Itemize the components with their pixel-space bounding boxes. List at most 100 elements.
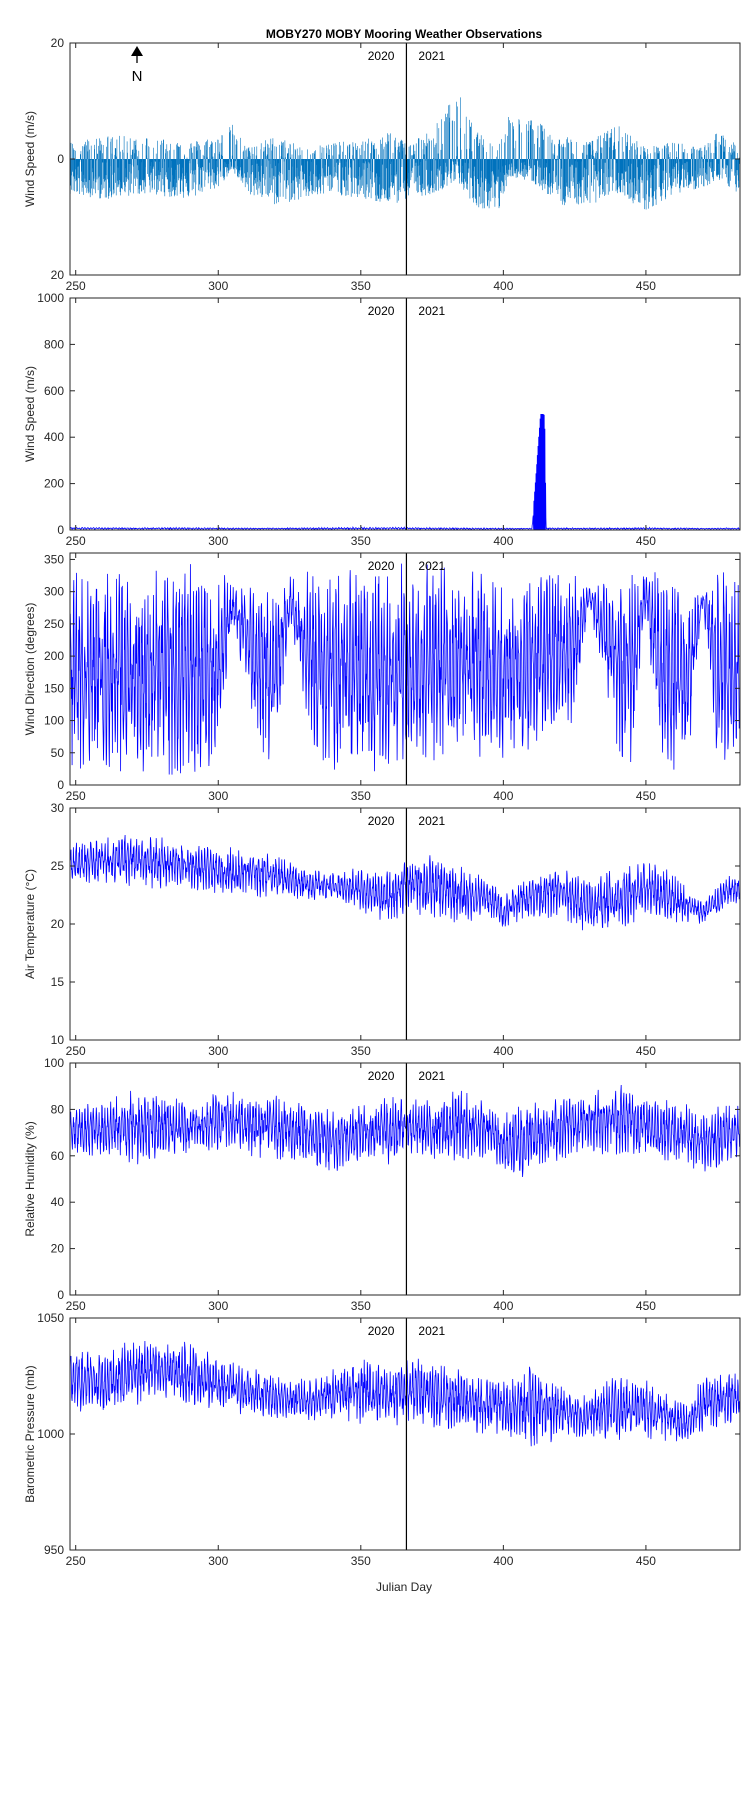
x-tick-label: 300 xyxy=(208,279,228,293)
panel-2: 2020 2021 0 200 400 600 800 1000 250 300 350 400 450… xyxy=(23,291,741,548)
north-arrow-icon xyxy=(131,46,143,56)
y-tick-label: 0 xyxy=(57,152,64,166)
data-series-trace xyxy=(70,563,740,775)
data-series-trace xyxy=(70,97,740,210)
y-tick-label: 30 xyxy=(51,801,65,815)
year-label-2020: 2020 xyxy=(368,49,395,63)
x-tick-label: 300 xyxy=(208,1044,228,1058)
y-tick-label: 20 xyxy=(51,1242,65,1256)
year-label-2021: 2021 xyxy=(418,1069,445,1083)
year-label-2020: 2020 xyxy=(368,304,395,318)
data-series-trace xyxy=(70,1340,740,1447)
x-tick-label: 250 xyxy=(66,279,86,293)
data-series-trace xyxy=(70,413,740,530)
y-tick-label: 1000 xyxy=(37,291,64,305)
x-tick-label: 250 xyxy=(66,789,86,803)
y-tick-label: 0 xyxy=(57,1288,64,1302)
data-series-trace xyxy=(70,1084,740,1178)
y-tick-label: 20 xyxy=(51,36,65,50)
x-tick-label: 300 xyxy=(208,1554,228,1568)
year-label-2020: 2020 xyxy=(368,1069,395,1083)
x-tick-label: 400 xyxy=(493,1299,513,1313)
y-axis-label: Barometric Pressure (mb) xyxy=(23,1365,37,1502)
x-tick-label: 450 xyxy=(636,1554,656,1568)
year-label-2021: 2021 xyxy=(418,1324,445,1338)
y-tick-label: 150 xyxy=(44,681,64,695)
y-tick-label: 20 xyxy=(51,268,65,282)
y-tick-label: 15 xyxy=(51,975,65,989)
y-tick-label: 0 xyxy=(57,523,64,537)
x-tick-label: 350 xyxy=(351,534,371,548)
y-tick-label: 0 xyxy=(57,778,64,792)
x-tick-label: 350 xyxy=(351,789,371,803)
axes-box xyxy=(69,552,741,786)
y-tick-label: 600 xyxy=(44,384,64,398)
year-label-2020: 2020 xyxy=(368,559,395,573)
y-tick-label: 250 xyxy=(44,617,64,631)
x-tick-label: 450 xyxy=(636,279,656,293)
y-tick-label: 10 xyxy=(51,1033,65,1047)
y-tick-label: 25 xyxy=(51,859,65,873)
x-tick-label: 300 xyxy=(208,1299,228,1313)
data-series-trace xyxy=(70,834,740,931)
year-label-2020: 2020 xyxy=(368,814,395,828)
x-tick-label: 350 xyxy=(351,279,371,293)
y-axis-label: Air Temperature (°C) xyxy=(23,869,37,979)
x-tick-label: 300 xyxy=(208,534,228,548)
y-tick-label: 20 xyxy=(51,917,65,931)
y-axis-label: Wind Speed (m/s) xyxy=(23,366,37,462)
axes-box xyxy=(69,297,741,531)
y-tick-label: 100 xyxy=(44,714,64,728)
x-tick-label: 350 xyxy=(351,1554,371,1568)
x-tick-label: 450 xyxy=(636,1044,656,1058)
north-label: N xyxy=(132,68,143,85)
y-tick-label: 800 xyxy=(44,337,64,351)
y-tick-label: 950 xyxy=(44,1543,64,1557)
year-label-2021: 2021 xyxy=(418,304,445,318)
x-tick-label: 400 xyxy=(493,1044,513,1058)
y-tick-label: 100 xyxy=(44,1056,64,1070)
panel-3: 2020 2021 0 50 100 150 200 250 300 350 250 300 350 40… xyxy=(23,552,741,803)
panel-6: 2020 2021 950 1000 1050 250 300 350 400 450 Barome… xyxy=(23,1311,741,1568)
y-tick-label: 1050 xyxy=(37,1311,64,1325)
y-tick-label: 40 xyxy=(51,1195,65,1209)
y-axis-label: Wind Direction (degrees) xyxy=(23,603,37,736)
y-tick-label: 60 xyxy=(51,1149,65,1163)
y-tick-label: 200 xyxy=(44,477,64,491)
y-tick-label: 300 xyxy=(44,585,64,599)
axes-box xyxy=(69,1062,741,1296)
y-tick-label: 50 xyxy=(51,746,65,760)
year-label-2021: 2021 xyxy=(418,814,445,828)
x-tick-label: 400 xyxy=(493,279,513,293)
y-tick-label: 1000 xyxy=(37,1427,64,1441)
y-tick-label: 400 xyxy=(44,430,64,444)
x-axis-label: Julian Day xyxy=(376,1580,432,1594)
year-label-2021: 2021 xyxy=(418,49,445,63)
x-tick-label: 250 xyxy=(66,1044,86,1058)
x-tick-label: 450 xyxy=(636,534,656,548)
x-tick-label: 450 xyxy=(636,1299,656,1313)
x-tick-label: 400 xyxy=(493,789,513,803)
y-axis-label: Relative Humidity (%) xyxy=(23,1121,37,1236)
year-label-2020: 2020 xyxy=(368,1324,395,1338)
x-tick-label: 250 xyxy=(66,1554,86,1568)
figure-title: MOBY270 MOBY Mooring Weather Observation… xyxy=(266,27,543,41)
x-tick-label: 400 xyxy=(493,1554,513,1568)
x-tick-label: 250 xyxy=(66,1299,86,1313)
y-tick-label: 200 xyxy=(44,649,64,663)
y-tick-label: 80 xyxy=(51,1102,65,1116)
year-label-2021: 2021 xyxy=(418,559,445,573)
x-tick-label: 300 xyxy=(208,789,228,803)
x-tick-label: 400 xyxy=(493,534,513,548)
panel-5: 2020 2021 0 20 40 60 80 100 250 300 350 400 450 Relat… xyxy=(23,1056,741,1313)
x-tick-label: 250 xyxy=(66,534,86,548)
y-tick-label: 350 xyxy=(44,552,64,566)
x-tick-label: 350 xyxy=(351,1044,371,1058)
x-tick-label: 450 xyxy=(636,789,656,803)
panel-4: 2020 2021 10 15 20 25 30 250 300 350 400 450 Air Tem… xyxy=(23,801,741,1058)
y-axis-label: Wind Speed (m/s) xyxy=(23,111,37,207)
x-tick-label: 350 xyxy=(351,1299,371,1313)
